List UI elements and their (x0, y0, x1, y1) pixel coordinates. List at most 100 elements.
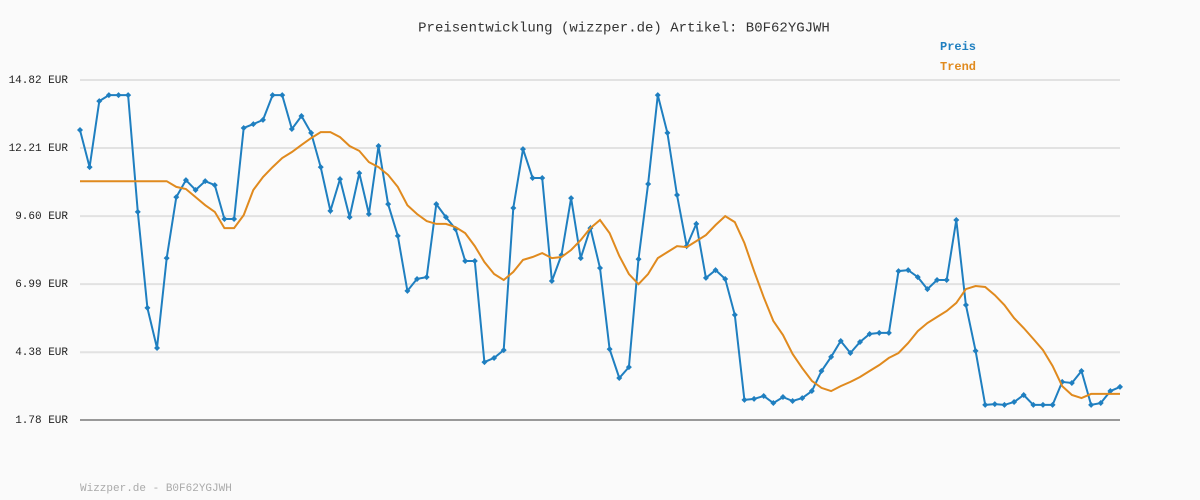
point (625, 364, 632, 371)
point (731, 311, 738, 318)
point (221, 215, 228, 222)
point (279, 92, 286, 99)
point (577, 255, 584, 262)
point (211, 182, 218, 189)
point (808, 388, 815, 395)
point (134, 208, 141, 215)
point (346, 214, 353, 221)
point (760, 393, 767, 400)
point (751, 395, 758, 402)
point (1097, 400, 1104, 407)
point (231, 215, 238, 222)
point (645, 181, 652, 188)
point (1001, 401, 1008, 408)
point (105, 92, 112, 99)
point (115, 92, 122, 99)
point (385, 201, 392, 208)
point (568, 195, 575, 202)
point (394, 232, 401, 239)
point (1068, 379, 1075, 386)
point (693, 220, 700, 227)
point (404, 287, 411, 294)
point (182, 177, 189, 184)
point (144, 304, 151, 311)
point (934, 276, 941, 283)
point (1039, 401, 1046, 408)
point (250, 121, 257, 128)
plot-area (80, 80, 1120, 420)
point (500, 347, 507, 354)
chart-title: Preisentwicklung (wizzper.de) Artikel: B… (418, 21, 830, 37)
y-tick-label: 4.38 EUR (15, 347, 68, 359)
point (1020, 391, 1027, 398)
point (192, 187, 199, 194)
point (510, 205, 517, 212)
point (1107, 388, 1114, 395)
point (1011, 399, 1018, 406)
point (905, 267, 912, 274)
point (722, 275, 729, 282)
point (414, 275, 421, 282)
point (847, 349, 854, 356)
point (365, 211, 372, 218)
point (433, 201, 440, 208)
point (471, 257, 478, 264)
point (519, 146, 526, 153)
point (635, 256, 642, 263)
point (972, 347, 979, 354)
point (1088, 401, 1095, 408)
point (481, 359, 488, 366)
point (857, 339, 863, 346)
point (702, 274, 709, 281)
point (375, 142, 382, 149)
point (616, 375, 623, 382)
point (491, 354, 498, 361)
y-tick-label: 6.99 EUR (15, 279, 68, 291)
point (924, 286, 931, 293)
point (240, 124, 247, 131)
point (779, 394, 786, 401)
y-tick-label: 9.60 EUR (15, 211, 68, 223)
line-1 (80, 131, 1120, 400)
point (96, 98, 103, 105)
point (953, 217, 960, 224)
point (356, 170, 363, 177)
point (712, 267, 719, 274)
point (337, 176, 343, 183)
legend-entry: Preis (940, 40, 976, 54)
point (423, 274, 430, 281)
point (1078, 367, 1085, 374)
point (125, 92, 132, 99)
legend-entry: Trend (940, 60, 976, 74)
point (539, 175, 546, 182)
point (597, 264, 603, 271)
point (674, 191, 681, 198)
point (741, 396, 748, 403)
point (154, 345, 161, 352)
point (269, 92, 276, 99)
point (317, 164, 324, 171)
point (327, 207, 334, 214)
point (770, 400, 777, 407)
point (828, 353, 835, 360)
footer: Wizzper.de - B0F62YGJWH (80, 483, 232, 495)
point (77, 127, 83, 134)
point (943, 276, 950, 283)
point (548, 278, 555, 285)
point (799, 395, 806, 402)
point (86, 164, 93, 171)
point (308, 129, 315, 136)
y-tick-label: 14.82 EUR (9, 75, 69, 87)
point (654, 92, 661, 99)
point (259, 116, 266, 123)
point (298, 112, 305, 119)
point (991, 401, 998, 408)
point (1030, 401, 1037, 408)
point (1117, 383, 1123, 390)
point (818, 367, 825, 374)
y-tick-label: 1.78 EUR (15, 415, 68, 427)
point (866, 330, 873, 337)
point (962, 302, 969, 309)
point (462, 257, 469, 264)
